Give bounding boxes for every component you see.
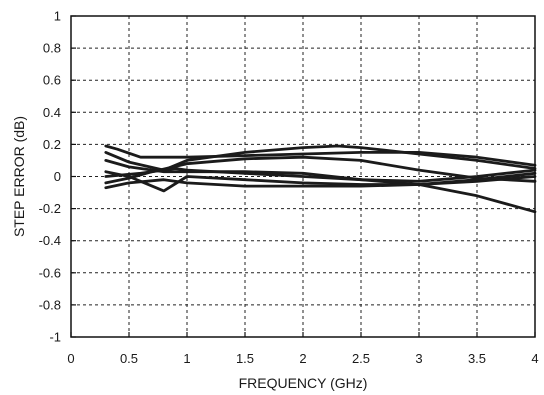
series-line-1: [104, 144, 537, 167]
y-tick-label: -0.8: [39, 297, 61, 312]
x-tick-label: 3.5: [468, 351, 486, 366]
y-tick-label: 1: [54, 9, 61, 24]
y-tick-labels: 1 0.8 0.6 0.4 0.2 0 -0.2 -0.4 -0.6 -0.8 -1: [39, 9, 61, 345]
x-axis-title: FREQUENCY (GHz): [239, 375, 368, 391]
series-lines: [104, 144, 537, 214]
y-tick-label: -1: [49, 330, 61, 345]
x-tick-labels: 0 0.5 1 1.5 2 2.5 3 3.5 4: [67, 351, 538, 366]
y-axis-title: STEP ERROR (dB): [11, 116, 27, 237]
x-tick-label: 1: [183, 351, 190, 366]
x-tick-label: 2.5: [352, 351, 370, 366]
y-tick-label: -0.2: [39, 201, 61, 216]
series-line-2: [104, 144, 537, 172]
axis-ticks: [70, 15, 536, 338]
x-tick-label: 1.5: [236, 351, 254, 366]
series-line-5: [104, 155, 537, 185]
y-tick-label: 0.4: [43, 105, 61, 120]
x-tick-label: 3: [415, 351, 422, 366]
y-tick-label: 0.8: [43, 41, 61, 56]
y-tick-label: -0.6: [39, 265, 61, 280]
series-line-6: [104, 167, 537, 183]
x-tick-label: 4: [531, 351, 538, 366]
series-line-7: [104, 171, 537, 190]
y-tick-label: 0: [54, 169, 61, 184]
y-tick-label: 0.2: [43, 137, 61, 152]
x-tick-label: 0: [67, 351, 74, 366]
y-tick-label: -0.4: [39, 233, 61, 248]
x-tick-label: 0.5: [120, 351, 138, 366]
x-tick-label: 2: [299, 351, 306, 366]
y-tick-label: 0.6: [43, 73, 61, 88]
series-line-3: [104, 159, 537, 214]
